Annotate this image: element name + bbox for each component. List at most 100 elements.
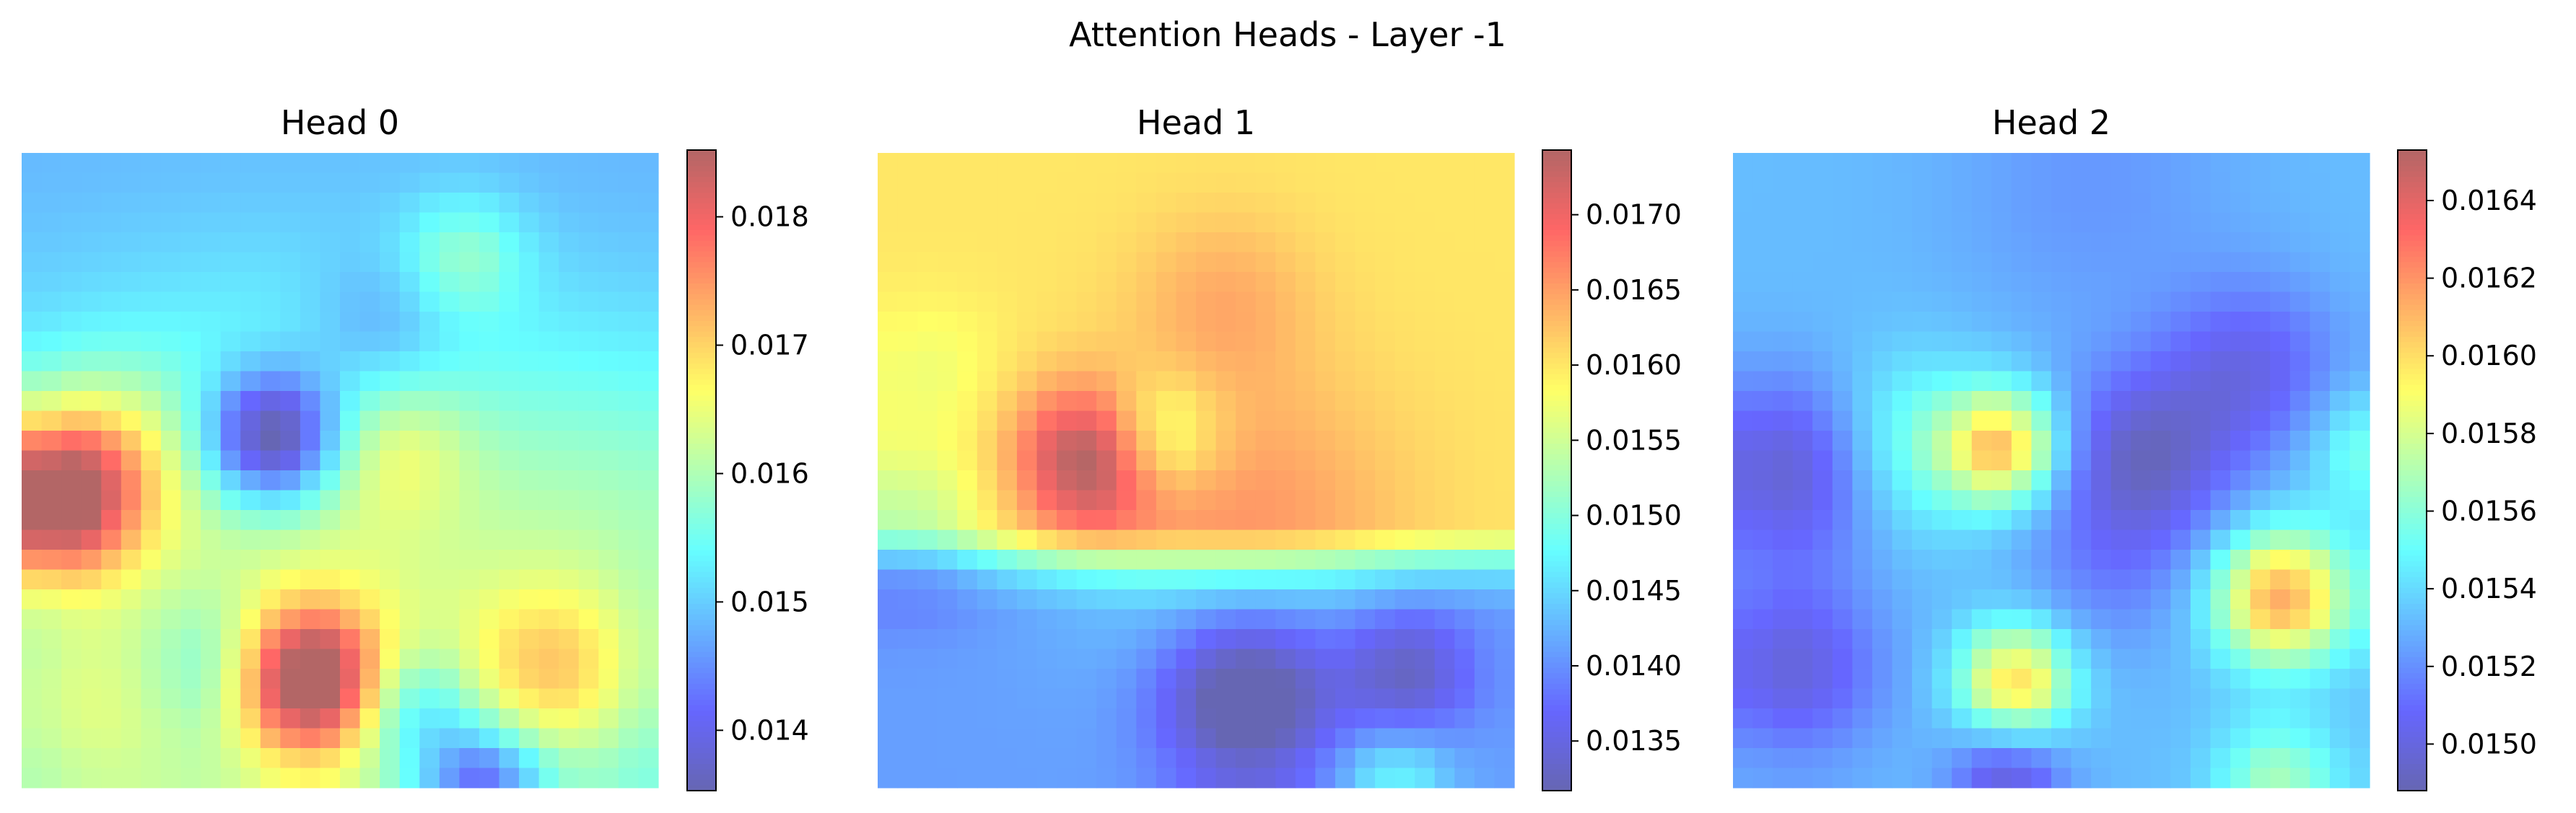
heatmap-cell [2051, 331, 2072, 352]
heatmap-cell [1773, 629, 1794, 650]
heatmap-cell [1832, 569, 1853, 590]
heatmap-cell [1872, 431, 1893, 452]
heatmap-cell [419, 490, 440, 511]
heatmap-cell [638, 272, 659, 293]
heatmap-cell [598, 669, 619, 690]
colorbar-gradient-segment [2398, 497, 2427, 503]
heatmap-cell [2091, 331, 2112, 352]
heatmap-cell [1474, 153, 1496, 174]
heatmap-cell [1355, 391, 1376, 412]
heatmap-cell [937, 252, 958, 273]
heatmap-cell [1057, 312, 1078, 333]
heatmap-cell [2310, 589, 2331, 610]
colorbar-gradient-segment [2398, 764, 2427, 770]
colorbar-gradient-segment [687, 347, 716, 353]
heatmap-cell [2270, 708, 2291, 729]
heatmap-cell [618, 768, 639, 788]
heatmap-cell [1036, 609, 1057, 630]
heatmap-cell [538, 291, 559, 312]
colorbar-gradient-segment [1542, 518, 1571, 524]
heatmap-cell [1812, 748, 1833, 769]
heatmap-cell [121, 331, 141, 352]
heatmap-cell [1494, 331, 1515, 352]
heatmap-cell [240, 312, 261, 333]
heatmap-cell [578, 351, 599, 372]
heatmap-cell [380, 331, 401, 352]
heatmap-cell [359, 331, 380, 352]
heatmap-cell [997, 252, 1018, 273]
heatmap-cell [1394, 351, 1415, 372]
heatmap-cell [1215, 351, 1236, 372]
heatmap-cell [1733, 569, 1754, 590]
heatmap-cell [201, 172, 222, 193]
colorbar-gradient-segment [1542, 566, 1571, 573]
colorbar-gradient-segment [687, 555, 716, 562]
heatmap-cell [1375, 410, 1396, 431]
heatmap-cell [1335, 649, 1356, 669]
heatmap-cell [1335, 391, 1356, 412]
heatmap-cell [1156, 470, 1177, 491]
heatmap-cell [2230, 272, 2251, 293]
heatmap-cell [1116, 232, 1137, 253]
heatmap-cell [1315, 410, 1336, 431]
heatmap-cell [1116, 252, 1137, 273]
heatmap-cell [2011, 391, 2033, 412]
heatmap-cell [1872, 669, 1893, 690]
heatmap-cell [1752, 410, 1773, 431]
colorbar-gradient-segment [687, 273, 716, 279]
heatmap-cell [1991, 351, 2012, 372]
heatmap-cell [1215, 291, 1236, 312]
heatmap-cell [121, 232, 141, 253]
heatmap-cell [101, 569, 122, 590]
colorbar-gradient-segment [2398, 604, 2427, 610]
heatmap-cell [201, 351, 222, 372]
heatmap-cell [578, 291, 599, 312]
heatmap-cell [2329, 312, 2351, 333]
heatmap-cell [399, 550, 420, 571]
heatmap-cell [1036, 529, 1057, 550]
heatmap-cell [1275, 193, 1296, 214]
heatmap-cell [2091, 431, 2112, 452]
heatmap-cell [2091, 172, 2112, 193]
heatmap-cell [1215, 212, 1236, 233]
heatmap-cell [2031, 529, 2052, 550]
heatmap-cell [2289, 450, 2310, 471]
colorbar-gradient-segment [2398, 502, 2427, 509]
heatmap-cell [1196, 708, 1217, 729]
heatmap-cell [201, 550, 222, 571]
heatmap-cell [340, 688, 361, 709]
heatmap-cell [1394, 569, 1415, 590]
colorbar-gradient-segment [2398, 507, 2427, 514]
heatmap-cell [340, 450, 361, 471]
heatmap-cell [1236, 768, 1257, 788]
heatmap-cell [1454, 232, 1475, 253]
heatmap-cell [2210, 312, 2231, 333]
heatmap-cell [937, 172, 958, 193]
heatmap-cell [2329, 331, 2351, 352]
heatmap-cell [340, 252, 361, 273]
heatmap-cell [380, 669, 401, 690]
heatmap-cell [2110, 748, 2131, 769]
heatmap-cell [1832, 193, 1853, 214]
heatmap-cell [977, 193, 997, 214]
heatmap-cell [201, 609, 222, 630]
heatmap-cell [1136, 312, 1157, 333]
heatmap-cell [439, 470, 460, 491]
heatmap-cell [2031, 172, 2052, 193]
heatmap-cell [61, 450, 82, 471]
colorbar-gradient-segment [687, 486, 716, 493]
heatmap-cell [1454, 272, 1475, 293]
heatmap-cell [260, 193, 281, 214]
heatmap-cell [260, 450, 281, 471]
heatmap-cell [1335, 252, 1356, 273]
colorbar-gradient-segment [1542, 438, 1571, 444]
heatmap-cell [2349, 391, 2370, 412]
heatmap-cell [1872, 391, 1893, 412]
heatmap-cell [1236, 629, 1257, 650]
heatmap-cell [2110, 153, 2131, 174]
heatmap-cell [1215, 470, 1236, 491]
heatmap-cell [2170, 669, 2191, 690]
heatmap-cell [1036, 768, 1057, 788]
heatmap-cell [160, 331, 182, 352]
heatmap-cell [1375, 609, 1396, 630]
